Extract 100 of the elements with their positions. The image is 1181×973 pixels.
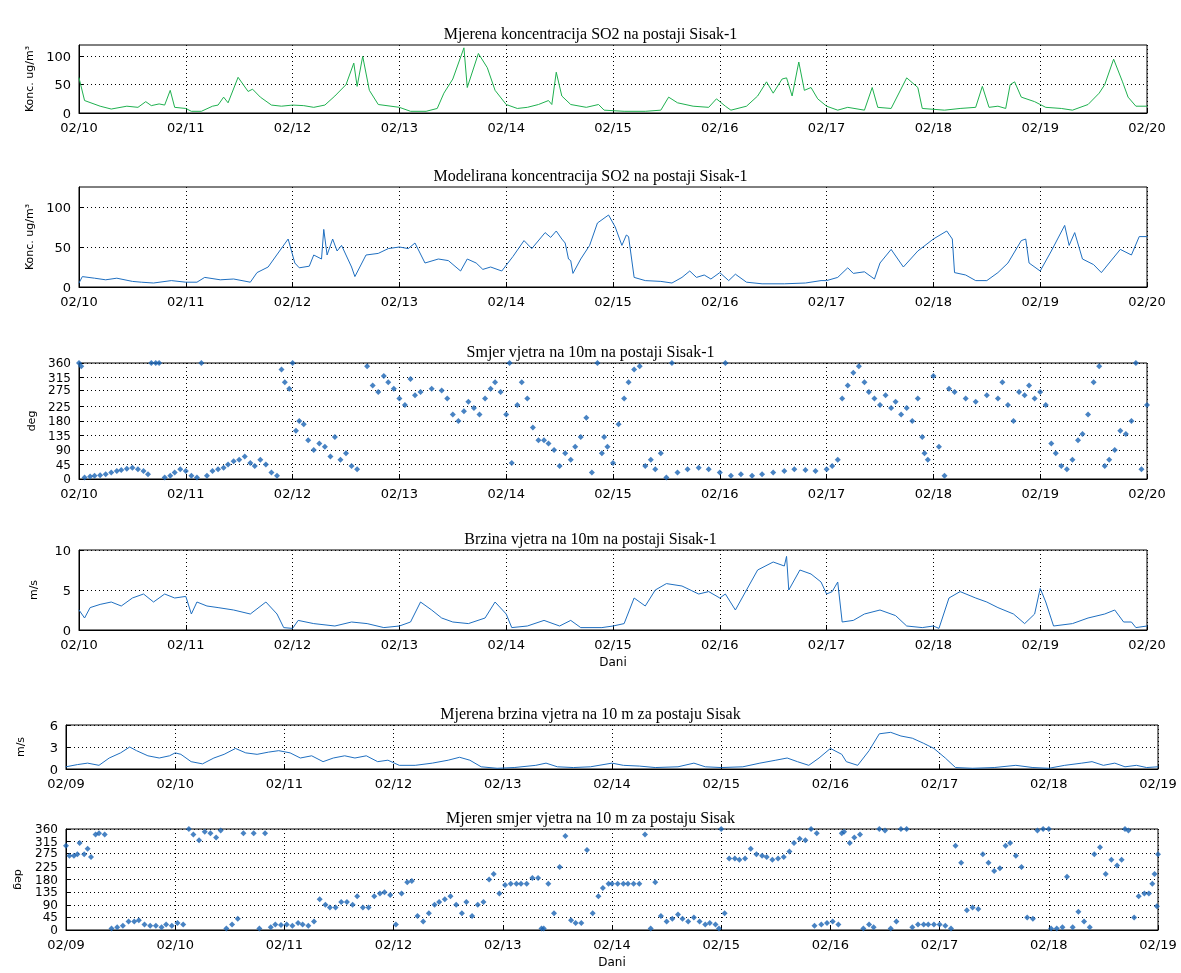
y-tick-label: 360 — [35, 822, 58, 836]
x-axis-title: Dani — [599, 655, 627, 669]
x-tick-label: 02/13 — [380, 120, 419, 135]
x-tick-label: 02/13 — [484, 937, 522, 952]
x-tick-label: 02/17 — [807, 120, 846, 135]
y-tick-label: 5 — [62, 582, 71, 598]
x-tick-label: 02/09 — [47, 937, 85, 952]
x-tick-label: 02/17 — [807, 486, 846, 501]
y-tick-label: 10 — [54, 542, 71, 558]
x-tick-label: 02/12 — [273, 120, 312, 135]
y-tick-label: 0 — [62, 105, 71, 121]
y-tick-label: 0 — [62, 622, 71, 638]
x-tick-label: 02/18 — [914, 294, 953, 309]
x-tick-label: 02/18 — [914, 120, 953, 135]
y-tick-label: 275 — [48, 383, 71, 398]
x-tick-label: 02/15 — [702, 776, 740, 791]
chart-title: Mjerena koncentracija SO2 na postaji Sisak-1 — [443, 24, 738, 43]
x-tick-label: 02/15 — [594, 294, 632, 309]
x-tick-label: 02/18 — [914, 486, 953, 501]
y-tick-label: 50 — [54, 239, 71, 255]
y-tick-label: 0 — [63, 472, 71, 486]
x-tick-label: 02/14 — [487, 294, 525, 309]
x-tick-label: 02/20 — [1128, 294, 1166, 309]
x-tick-label: 02/11 — [265, 937, 304, 952]
y-tick-label: 45 — [55, 457, 71, 472]
y-tick-label: 0 — [49, 761, 58, 777]
x-tick-label: 02/19 — [1139, 937, 1177, 952]
y-tick-label: 225 — [35, 859, 58, 874]
x-tick-label: 02/10 — [60, 637, 98, 652]
chart-title: Mjeren smjer vjetra na 10 m za postaju Sisak — [446, 808, 735, 827]
chart-title: Brzina vjetra na 10m na postaji Sisak-1 — [464, 529, 717, 548]
x-tick-label: 02/17 — [920, 937, 959, 952]
x-tick-label: 02/12 — [374, 937, 413, 952]
x-tick-label: 02/18 — [914, 637, 953, 652]
x-tick-label: 02/13 — [380, 637, 419, 652]
y-tick-label: 90 — [42, 897, 58, 912]
x-tick-label: 02/20 — [1128, 486, 1166, 501]
y-tick-label: 100 — [46, 199, 71, 215]
y-tick-label: 90 — [55, 443, 71, 457]
x-tick-label: 02/19 — [1021, 637, 1059, 652]
x-tick-label: 02/17 — [807, 637, 846, 652]
x-tick-label: 02/12 — [273, 637, 312, 652]
x-tick-label: 02/12 — [273, 486, 312, 501]
x-tick-label: 02/14 — [593, 776, 631, 791]
y-tick-label: 225 — [48, 399, 71, 414]
y-tick-label: 180 — [35, 872, 58, 887]
x-tick-label: 02/10 — [60, 120, 98, 135]
x-tick-label: 02/11 — [265, 776, 304, 791]
x-tick-label: 02/17 — [920, 776, 959, 791]
x-tick-label: 02/10 — [156, 776, 194, 791]
x-tick-label: 02/16 — [701, 294, 739, 309]
x-tick-label: 02/19 — [1021, 120, 1059, 135]
x-tick-label: 02/09 — [47, 776, 85, 791]
x-tick-label: 02/11 — [167, 486, 205, 501]
y-tick-label: 6 — [49, 717, 58, 733]
y-tick-label: 45 — [42, 910, 58, 925]
x-tick-label: 02/10 — [156, 937, 194, 952]
y-tick-label: 180 — [48, 414, 71, 428]
y-tick-label: 0 — [50, 923, 58, 937]
x-axis-title: Dani — [598, 955, 626, 969]
y-tick-label: 360 — [48, 356, 71, 370]
y-tick-label: 135 — [48, 428, 71, 443]
x-tick-label: 02/10 — [60, 486, 98, 501]
x-tick-label: 02/13 — [380, 294, 419, 309]
x-tick-label: 02/14 — [487, 637, 525, 652]
y-axis-title: deg — [12, 869, 26, 890]
x-tick-label: 02/17 — [807, 294, 846, 309]
x-tick-label: 02/15 — [594, 120, 632, 135]
x-tick-label: 02/16 — [701, 486, 739, 501]
x-tick-label: 02/15 — [702, 937, 740, 952]
x-tick-label: 02/16 — [811, 937, 850, 952]
x-tick-label: 02/19 — [1139, 776, 1177, 791]
x-tick-label: 02/14 — [487, 120, 525, 135]
x-tick-label: 02/20 — [1128, 637, 1166, 652]
x-tick-label: 02/16 — [701, 120, 739, 135]
x-tick-label: 02/19 — [1021, 486, 1059, 501]
x-tick-label: 02/12 — [273, 294, 312, 309]
x-tick-label: 02/11 — [167, 637, 205, 652]
x-tick-label: 02/13 — [484, 776, 522, 791]
y-axis-title: Konc. ug/m³ — [23, 203, 37, 271]
y-axis-title: m/s — [27, 579, 40, 601]
y-axis-title: Konc. ug/m³ — [23, 45, 37, 113]
chart-title: Mjerena brzina vjetra na 10 m za postaju Sisak — [440, 704, 741, 723]
x-tick-label: 02/18 — [1030, 776, 1068, 791]
x-tick-label: 02/12 — [374, 776, 413, 791]
y-axis-title: m/s — [14, 736, 27, 758]
x-tick-label: 02/20 — [1128, 120, 1166, 135]
x-tick-label: 02/16 — [701, 637, 739, 652]
y-axis-title: deg — [25, 410, 39, 432]
x-tick-label: 02/19 — [1021, 294, 1059, 309]
chart-title: Smjer vjetra na 10m na postaji Sisak-1 — [466, 342, 715, 361]
x-tick-label: 02/14 — [593, 937, 631, 952]
y-tick-label: 0 — [62, 279, 71, 295]
x-tick-label: 02/13 — [380, 486, 419, 501]
x-tick-label: 02/11 — [167, 294, 205, 309]
y-tick-label: 135 — [35, 885, 58, 900]
x-tick-label: 02/14 — [487, 486, 525, 501]
x-tick-label: 02/18 — [1030, 937, 1068, 952]
chart-title: Modelirana koncentracija SO2 na postaji Sisak-1 — [433, 166, 748, 185]
y-tick-label: 315 — [48, 370, 71, 385]
